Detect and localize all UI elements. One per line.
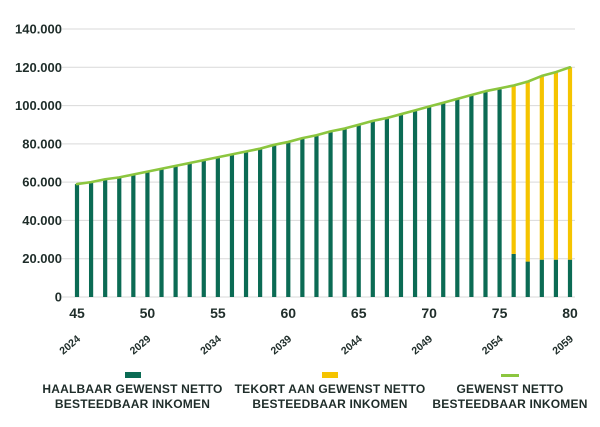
x-tick-label: 55 [210, 305, 226, 321]
chart-bars [74, 67, 573, 298]
legend-item-tekort: TEKORT AAN GEWENST NETTO BESTEEDBAAR INK… [230, 372, 430, 412]
bar-haalbaar [356, 124, 361, 297]
bar-haalbaar [145, 171, 150, 297]
y-axis: 0 20.000 40.000 60.000 80.000 100.000 120.000 1… [15, 22, 62, 305]
bar-haalbaar [201, 160, 206, 297]
y-tick-label: 20.000 [22, 251, 62, 266]
chart-legend: HAALBAAR GEWENST NETTO BESTEEDBAAR INKOM… [0, 372, 600, 422]
bar-haalbaar [103, 179, 108, 297]
x-year-label: 2054 [480, 333, 506, 357]
bar-haalbaar [469, 95, 474, 298]
bar-haalbaar [342, 128, 347, 297]
bar-tekort [539, 75, 544, 260]
bar-haalbaar [88, 182, 94, 297]
legend-label-gewenst-line2: BESTEEDBAAR INKOMEN [432, 397, 588, 411]
bar-tekort [553, 72, 559, 260]
y-tick-label: 140.000 [15, 22, 62, 37]
bar-haalbaar [131, 174, 136, 297]
y-tick-label: 80.000 [22, 136, 62, 151]
legend-label-tekort-line2: BESTEEDBAAR INKOMEN [252, 397, 408, 411]
bar-haalbaar [258, 148, 263, 297]
x-tick-label: 70 [421, 305, 437, 321]
line-gewenst-inkomen [75, 65, 572, 186]
x-year-label: 2034 [198, 333, 224, 357]
bar-tekort [511, 85, 516, 254]
bar-haalbaar [497, 89, 502, 297]
bar-haalbaar [243, 151, 249, 297]
bar-haalbaar [539, 259, 544, 297]
x-year-label: 2044 [339, 333, 365, 357]
y-tick-label: 120.000 [15, 60, 62, 75]
bar-haalbaar [215, 157, 220, 297]
bar-haalbaar [229, 154, 235, 297]
bar-haalbaar [384, 118, 389, 297]
bar-tekort [567, 67, 573, 260]
bar-haalbaar [441, 102, 446, 297]
bar-tekort [525, 80, 530, 262]
y-tick-label: 0 [55, 290, 62, 305]
bar-haalbaar [427, 106, 432, 298]
bar-haalbaar [187, 163, 192, 297]
bar-haalbaar [117, 177, 122, 297]
x-year-label: 2039 [269, 333, 295, 357]
bar-haalbaar [300, 138, 305, 297]
bar-haalbaar [525, 261, 530, 297]
bar-haalbaar [483, 91, 488, 297]
x-year-label: 2024 [57, 333, 83, 357]
x-tick-label: 60 [280, 305, 296, 321]
x-year-label: 2049 [409, 333, 435, 357]
legend-swatch-yellow [322, 372, 338, 378]
bar-haalbaar [455, 98, 460, 297]
x-axis: 45 2024 50 2029 55 2034 60 2039 65 2044 70 2049 75 20… [57, 305, 578, 357]
legend-item-gewenst: GEWENST NETTO BESTEEDBAAR INKOMEN [425, 372, 595, 412]
legend-item-haalbaar: HAALBAAR GEWENST NETTO BESTEEDBAAR INKOM… [40, 372, 225, 412]
x-year-label: 2059 [550, 333, 576, 357]
x-tick-label: 45 [69, 305, 85, 321]
x-tick-label: 80 [562, 305, 578, 321]
bar-haalbaar [74, 184, 80, 297]
chart-line [75, 65, 572, 186]
legend-swatch-dark-green [124, 372, 141, 378]
legend-label-gewenst-line1: GEWENST NETTO [456, 382, 564, 396]
bar-haalbaar [272, 144, 277, 297]
legend-label-haalbaar-line1: HAALBAAR GEWENST NETTO [42, 382, 223, 396]
bar-haalbaar [286, 141, 291, 297]
x-tick-label: 75 [492, 305, 508, 321]
bar-haalbaar [511, 253, 516, 297]
bar-haalbaar [412, 110, 418, 297]
bar-haalbaar [314, 135, 319, 297]
legend-swatch-light-green-line [501, 374, 519, 377]
bar-haalbaar [328, 131, 333, 297]
legend-label-tekort-line1: TEKORT AAN GEWENST NETTO [234, 382, 426, 396]
bar-haalbaar [173, 165, 178, 297]
bar-haalbaar [159, 168, 164, 297]
bar-haalbaar [398, 114, 404, 297]
bar-haalbaar [553, 259, 559, 297]
x-tick-label: 50 [140, 305, 156, 321]
bar-haalbaar [567, 259, 573, 297]
y-tick-label: 100.000 [15, 98, 62, 113]
x-year-label: 2029 [128, 333, 154, 357]
x-tick-label: 65 [351, 305, 367, 321]
bar-haalbaar [370, 120, 375, 297]
legend-label-haalbaar-line2: BESTEEDBAAR INKOMEN [54, 397, 211, 411]
y-tick-label: 60.000 [22, 175, 62, 190]
y-tick-label: 40.000 [22, 213, 62, 228]
